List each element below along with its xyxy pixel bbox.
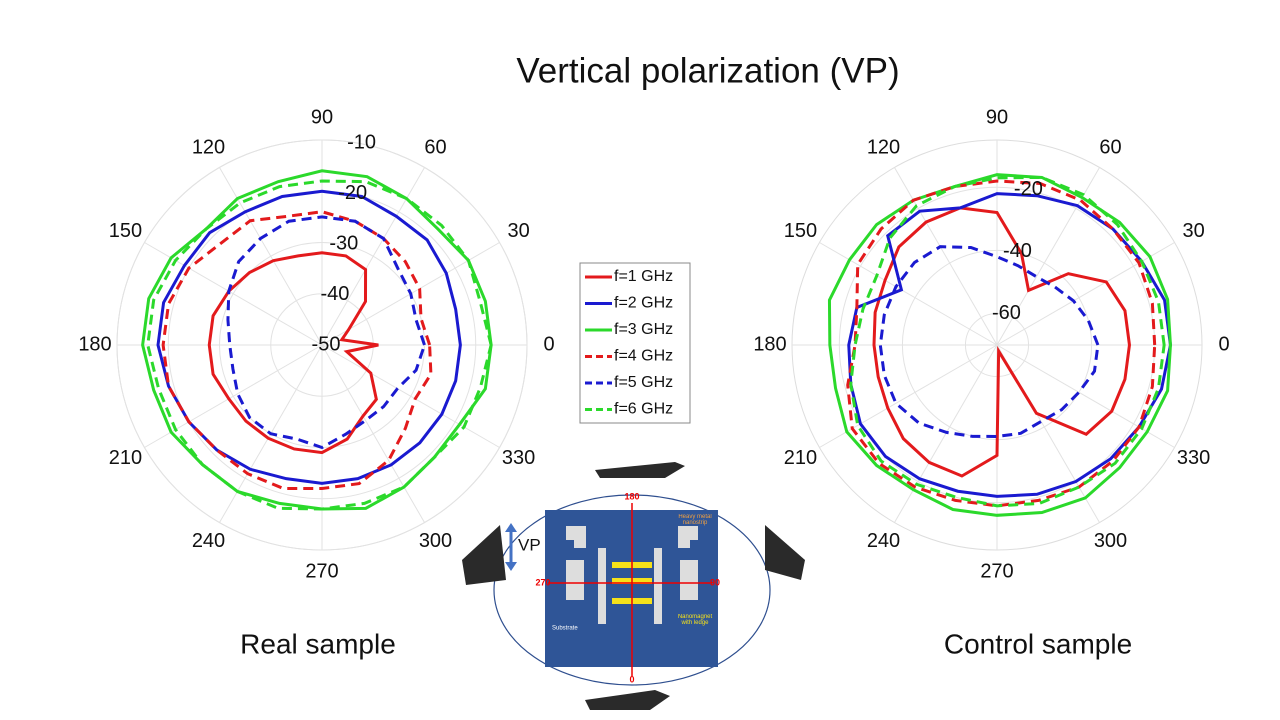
theta-tick-label: 330 <box>502 447 535 469</box>
legend-label: f=3 GHz <box>614 321 673 338</box>
horn-antenna <box>462 525 506 585</box>
theta-tick-label: 150 <box>784 220 817 242</box>
horn-antenna <box>585 690 670 710</box>
theta-tick-label: 120 <box>192 137 225 159</box>
chart-title: Real sample <box>240 628 396 659</box>
grid-spoke <box>819 344 998 448</box>
theta-tick-label: 330 <box>1177 447 1210 469</box>
theta-tick-label: 210 <box>109 447 142 469</box>
legend-label: f=4 GHz <box>614 348 673 365</box>
grid-spoke <box>321 344 500 448</box>
polar-chart: 0 30 60 90 120 150 180 210 240 270 300 330 -60 -40 -20… <box>753 106 1229 659</box>
theta-tick-label: 180 <box>753 333 786 355</box>
grid-spoke <box>144 242 323 346</box>
grid-spoke <box>894 344 998 523</box>
theta-tick-label: 90 <box>986 106 1008 128</box>
theta-tick-label: 210 <box>784 447 817 469</box>
r-tick-label: -10 <box>347 131 376 153</box>
series-line <box>141 169 493 511</box>
theta-tick-label: 60 <box>424 137 446 159</box>
pad <box>680 560 698 600</box>
series-line <box>207 251 379 455</box>
series-line <box>156 189 462 485</box>
r-tick-label: -50 <box>312 333 341 355</box>
series-line <box>872 206 1131 478</box>
pad <box>566 560 584 600</box>
theta-tick-label: 60 <box>1099 137 1121 159</box>
theta-tick-label: 150 <box>109 220 142 242</box>
legend-box <box>579 262 691 424</box>
theta-tick-label: 30 <box>507 220 529 242</box>
legend-label: f=6 GHz <box>614 401 673 418</box>
angle-label: 270 <box>535 577 550 587</box>
theta-tick-label: 300 <box>1094 530 1127 552</box>
nanostrip <box>598 548 606 624</box>
substrate-label: Substrate <box>552 626 578 632</box>
grid-spoke <box>819 242 998 346</box>
angle-label: 90 <box>710 577 720 587</box>
rotation-ellipse <box>493 494 771 686</box>
theta-tick-label: 30 <box>1182 220 1204 242</box>
chart-title: Control sample <box>944 628 1132 659</box>
theta-tick-label: 180 <box>78 333 111 355</box>
r-tick-label: -40 <box>1003 240 1032 262</box>
angle-label: 180 <box>624 491 639 501</box>
horn-antenna <box>765 525 805 580</box>
series-line <box>849 175 1166 508</box>
grid-spoke <box>996 344 1175 448</box>
setup-diagram: 180 0 270 90 Heavy metal nanostrip Nanom… <box>462 462 805 710</box>
series-line <box>846 179 1157 508</box>
theta-tick-label: 270 <box>305 560 338 582</box>
grid-spoke <box>219 167 323 346</box>
theta-tick-label: 240 <box>192 530 225 552</box>
grid-spoke <box>144 344 323 448</box>
grid-spoke <box>894 167 998 346</box>
grid-spoke <box>321 344 425 523</box>
r-tick-label: -40 <box>320 283 349 305</box>
grid-spoke <box>996 242 1175 346</box>
theta-tick-label: 90 <box>311 106 333 128</box>
theta-tick-label: 300 <box>419 530 452 552</box>
series-line <box>847 192 1172 498</box>
magnet-note: Nanomagnet with ledge <box>677 614 713 626</box>
series-line <box>226 215 427 450</box>
r-tick-label: -60 <box>992 302 1021 324</box>
angle-label: 0 <box>629 674 634 684</box>
theta-tick-label: 0 <box>543 333 554 355</box>
r-tick-label: -20 <box>1014 178 1043 200</box>
theta-tick-label: 120 <box>867 137 900 159</box>
page-title: Vertical polarization (VP) <box>516 51 899 90</box>
polar-chart: 0 30 60 90 120 150 180 210 240 270 300 330 -50 -40 -30… <box>78 106 554 659</box>
pad <box>566 526 698 548</box>
theta-tick-label: 0 <box>1218 333 1229 355</box>
horn-antenna <box>595 462 685 478</box>
magnet-label: Nanomagnet with ledge <box>677 614 713 626</box>
legend-label: f=1 GHz <box>614 268 673 285</box>
grid-spoke <box>321 167 425 346</box>
r-tick-label: -30 <box>329 232 358 254</box>
vp-label: VP <box>518 535 541 554</box>
nanostrip <box>654 548 662 624</box>
strip-label: Heavy metal nanostrip <box>678 514 712 526</box>
r-tick-label: -20 <box>338 182 367 204</box>
theta-tick-label: 240 <box>867 530 900 552</box>
strip-note: Heavy metal nanostrip <box>678 514 712 526</box>
theta-tick-label: 270 <box>980 560 1013 582</box>
series-line <box>827 173 1172 517</box>
legend-label: f=2 GHz <box>614 295 673 312</box>
legend-label: f=5 GHz <box>614 374 673 391</box>
